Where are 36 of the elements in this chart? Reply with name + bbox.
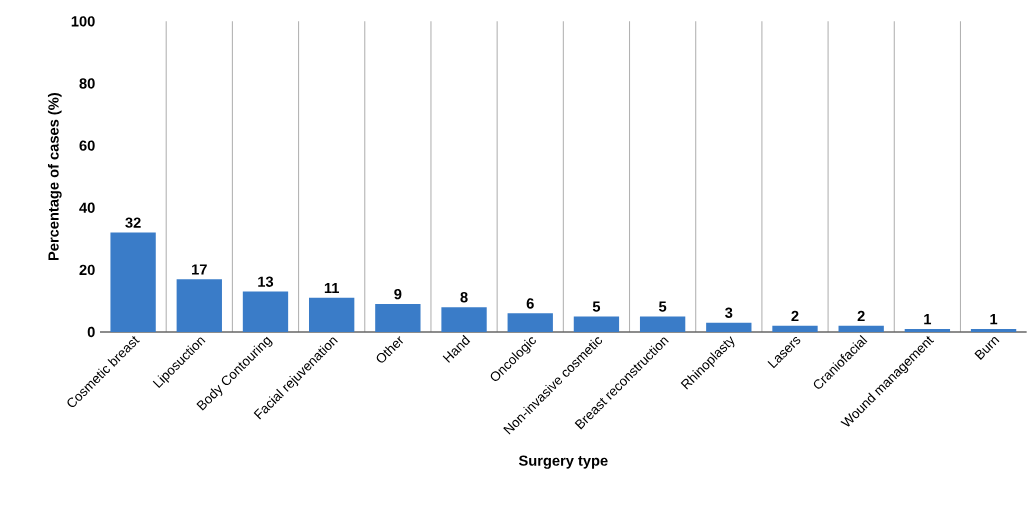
bar — [176, 279, 222, 332]
data-label: 2 — [791, 310, 799, 322]
bar — [441, 307, 487, 332]
data-label: 13 — [258, 276, 274, 287]
x-axis-title: Surgery type — [518, 455, 608, 469]
bar — [375, 304, 421, 332]
data-label: 3 — [725, 307, 733, 318]
y-axis-title: Percentage of cases (%) — [47, 93, 62, 261]
bar — [706, 322, 752, 332]
data-label: 5 — [659, 301, 667, 312]
data-label: 6 — [526, 298, 534, 309]
bar — [970, 328, 1017, 332]
data-label: 32 — [125, 217, 141, 228]
data-label: 9 — [394, 288, 402, 300]
data-label: 8 — [460, 292, 468, 303]
data-label: 5 — [592, 301, 601, 312]
y-tick-label: 80 — [79, 78, 95, 89]
bar — [904, 328, 951, 332]
bar — [242, 291, 289, 332]
bar — [110, 232, 156, 332]
data-label: 1 — [990, 314, 998, 325]
bar — [639, 316, 686, 332]
data-label: 17 — [192, 264, 207, 275]
y-tick-label: 40 — [79, 202, 95, 213]
data-label: 11 — [324, 283, 339, 294]
bar — [772, 325, 818, 332]
bar — [507, 313, 553, 332]
bar — [573, 316, 620, 332]
y-tick-label: 60 — [79, 140, 95, 151]
y-tick-label: 100 — [71, 16, 95, 27]
data-label: 1 — [924, 314, 932, 325]
bar — [838, 325, 884, 332]
y-tick-label: 0 — [87, 326, 95, 338]
bar — [309, 297, 355, 332]
data-label: 2 — [857, 310, 865, 322]
y-tick-label: 20 — [79, 264, 95, 276]
